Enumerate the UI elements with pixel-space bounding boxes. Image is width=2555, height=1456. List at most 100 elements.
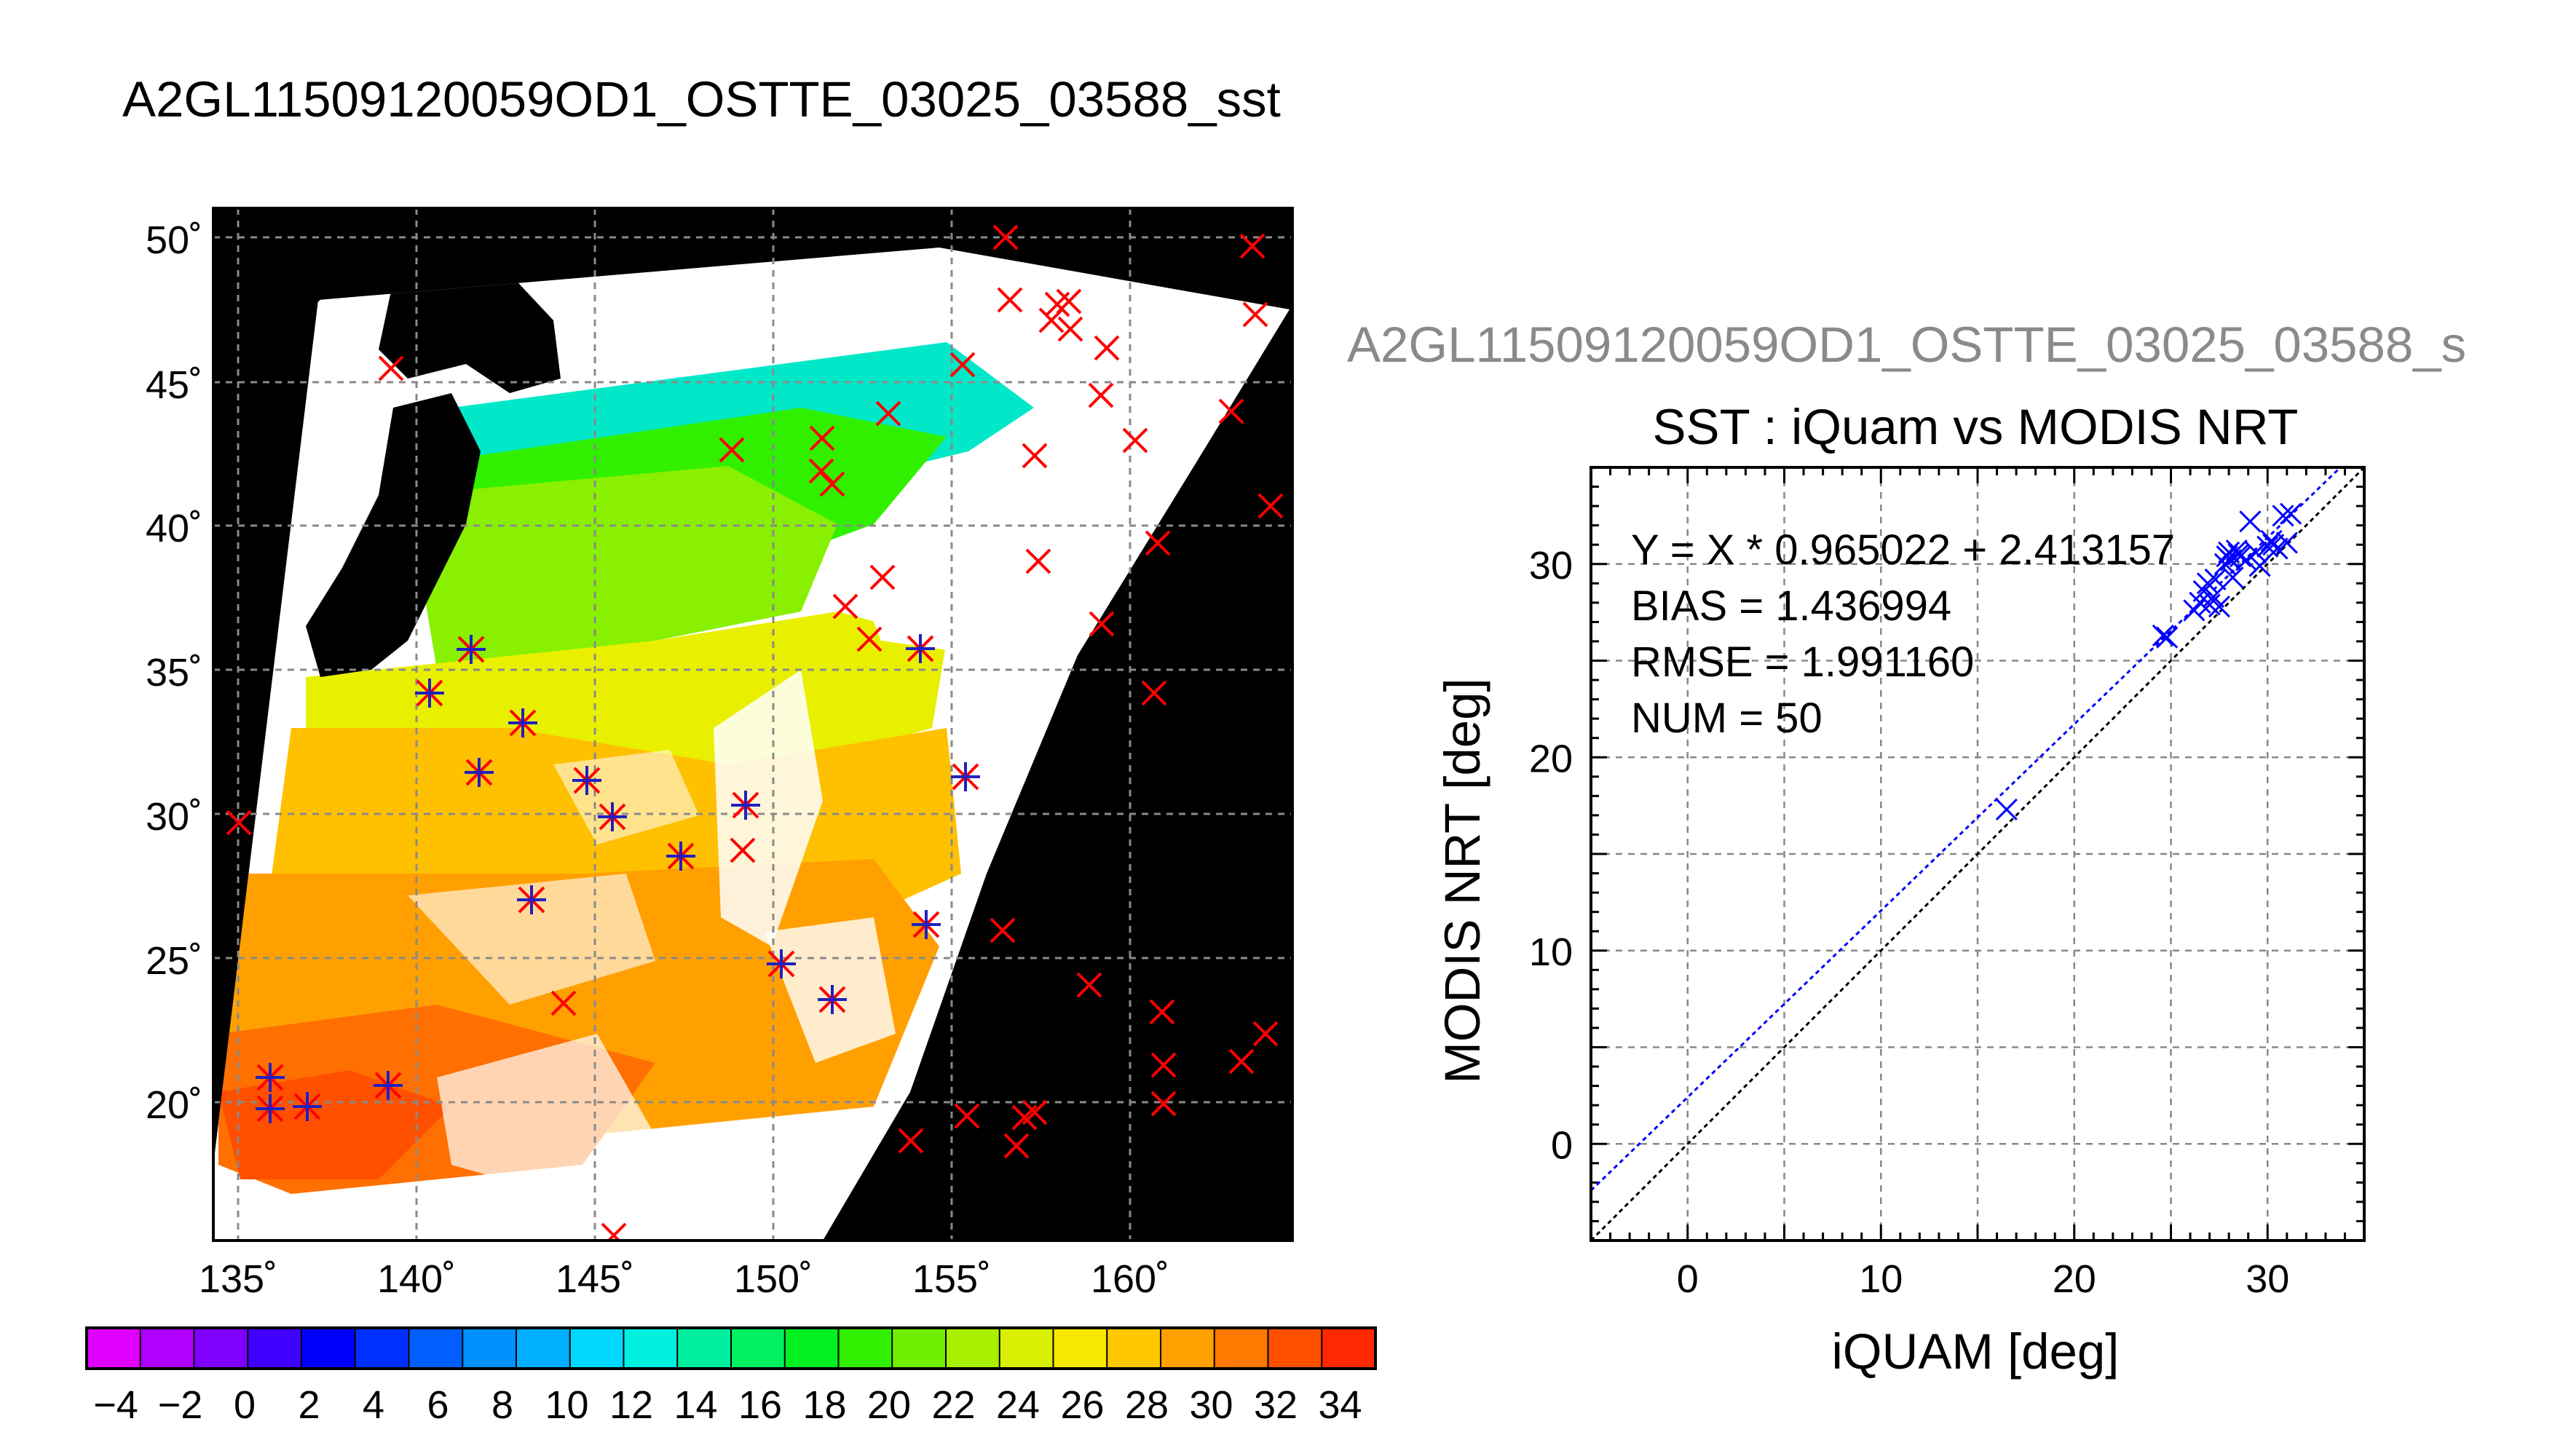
- colorbar-label: −4: [93, 1383, 138, 1427]
- colorbar-segment: [1161, 1328, 1215, 1369]
- data-point: [1995, 798, 2018, 821]
- buoy-marker: [378, 355, 404, 381]
- y-tick-label: 10: [1529, 930, 1573, 974]
- x-tick-label: 30: [2246, 1257, 2289, 1301]
- buoy-marker: [226, 810, 252, 836]
- buoy-marker: [832, 593, 858, 620]
- data-point: [2198, 593, 2221, 616]
- y-tick-label: 0: [1551, 1123, 1573, 1167]
- matched-buoy-marker: [415, 678, 444, 708]
- latitude-label: 50˚: [146, 218, 202, 262]
- data-point: [2156, 626, 2179, 649]
- colorbar-label: 2: [298, 1383, 320, 1427]
- colorbar-frame: [85, 1326, 1377, 1370]
- colorbar-label: 30: [1189, 1383, 1233, 1427]
- colorbar-segment: [248, 1328, 302, 1369]
- buoy-marker: [719, 437, 745, 463]
- buoy-marker: [1228, 1048, 1255, 1075]
- matched-buoy-marker: [465, 758, 494, 787]
- data-point: [2218, 541, 2240, 563]
- colorbar-label: 8: [491, 1383, 513, 1427]
- colorbar-label: 24: [996, 1383, 1040, 1427]
- colorbar-segment: [194, 1328, 249, 1369]
- colorbar: [87, 1328, 1376, 1369]
- colorbar-segment: [87, 1328, 141, 1369]
- longitude-label: 160˚: [1091, 1257, 1169, 1301]
- data-point: [2256, 535, 2279, 558]
- colorbar-label: 12: [609, 1383, 653, 1427]
- buoy-marker: [601, 1222, 627, 1241]
- chart-title: SST : iQuam vs MODIS NRT: [1653, 399, 2299, 455]
- colorbar-segment: [1053, 1328, 1108, 1369]
- colorbar-segment: [623, 1328, 679, 1369]
- latitude-labels: 50˚ 45˚ 40˚ 35˚ 30˚ 25˚ 20˚: [146, 218, 202, 1127]
- buoy-marker: [1150, 1091, 1177, 1117]
- colorbar-segment: [1214, 1328, 1269, 1369]
- data-point: [2208, 596, 2230, 618]
- latitude-label: 30˚: [146, 795, 202, 839]
- identity-line: [1590, 466, 2366, 1242]
- colorbar-segment: [516, 1328, 571, 1369]
- buoy-marker: [997, 287, 1023, 313]
- colorbar-segment: [677, 1328, 732, 1369]
- colorbar-segment: [462, 1328, 517, 1369]
- data-point: [2196, 572, 2219, 595]
- buoy-marker: [1145, 530, 1171, 556]
- matched-buoy-marker: [767, 949, 796, 978]
- buoy-marker: [898, 1128, 924, 1154]
- colorbar-label: −2: [158, 1383, 203, 1427]
- buoy-marker: [992, 224, 1019, 250]
- colorbar-label: 32: [1254, 1383, 1298, 1427]
- matched-buoy-marker: [598, 802, 627, 831]
- data-point: [2204, 568, 2227, 591]
- latitude-label: 25˚: [146, 939, 202, 983]
- colorbar-label: 22: [931, 1383, 975, 1427]
- longitude-label: 145˚: [556, 1257, 634, 1301]
- colorbar-segment: [784, 1328, 840, 1369]
- matched-buoy-marker: [457, 635, 486, 664]
- latitude-label: 45˚: [146, 363, 202, 407]
- colorbar-segment: [569, 1328, 625, 1369]
- y-axis-label: MODIS NRT [deg]: [1434, 678, 1490, 1083]
- data-point: [2214, 553, 2236, 575]
- longitude-label: 155˚: [912, 1257, 991, 1301]
- buoy-marker: [1252, 1021, 1279, 1047]
- buoy-marker: [1022, 443, 1048, 469]
- stat-line: BIAS = 1.436994: [1631, 582, 1951, 630]
- buoy-marker: [819, 471, 845, 497]
- fit-statistics: Y = X * 0.965022 + 2.413157 BIAS = 1.4369…: [1631, 526, 2175, 742]
- fit-line: [1590, 466, 2342, 1192]
- page-title: A2GL11509120059OD1_OSTTE_03025_03588_sst: [122, 71, 1281, 127]
- buoy-marker: [875, 400, 901, 427]
- x-tick-label: 20: [2053, 1257, 2096, 1301]
- buoy-marker: [1149, 999, 1175, 1025]
- longitude-label: 140˚: [377, 1257, 456, 1301]
- y-tick-label: 30: [1529, 544, 1573, 587]
- stat-line: Y = X * 0.965022 + 2.413157: [1631, 526, 2175, 574]
- buoy-marker: [1038, 307, 1065, 333]
- x-tick-label: 10: [1859, 1257, 1903, 1301]
- data-point: [2248, 555, 2271, 577]
- colorbar-label: 28: [1125, 1383, 1169, 1427]
- sst-map: 50˚ 45˚ 40˚ 35˚ 30˚ 25˚ 20˚ 135˚ 140˚ 145˚ 150˚ 15…: [146, 207, 1294, 1301]
- latitude-label: 20˚: [146, 1083, 202, 1127]
- buoy-marker: [1242, 301, 1268, 328]
- matched-buoy-marker: [666, 842, 695, 871]
- buoy-marker: [1088, 382, 1114, 408]
- buoy-marker: [990, 917, 1016, 943]
- colorbar-label: 26: [1060, 1383, 1104, 1427]
- buoy-marker: [1089, 611, 1115, 637]
- buoy-marker: [1239, 233, 1265, 259]
- matched-buoy-marker: [508, 708, 537, 737]
- buoy-marker: [1122, 427, 1148, 454]
- stat-line: NUM = 50: [1631, 695, 1823, 742]
- buoy-marker: [1076, 972, 1102, 998]
- x-axis-label: iQUAM [deg]: [1832, 1324, 2120, 1380]
- colorbar-segment: [355, 1328, 410, 1369]
- buoy-marker: [1218, 398, 1244, 424]
- map-gridlines: [213, 208, 1292, 1241]
- buoy-marker: [550, 990, 577, 1016]
- matched-buoy-marker: [572, 766, 601, 795]
- data-point: [2262, 534, 2285, 556]
